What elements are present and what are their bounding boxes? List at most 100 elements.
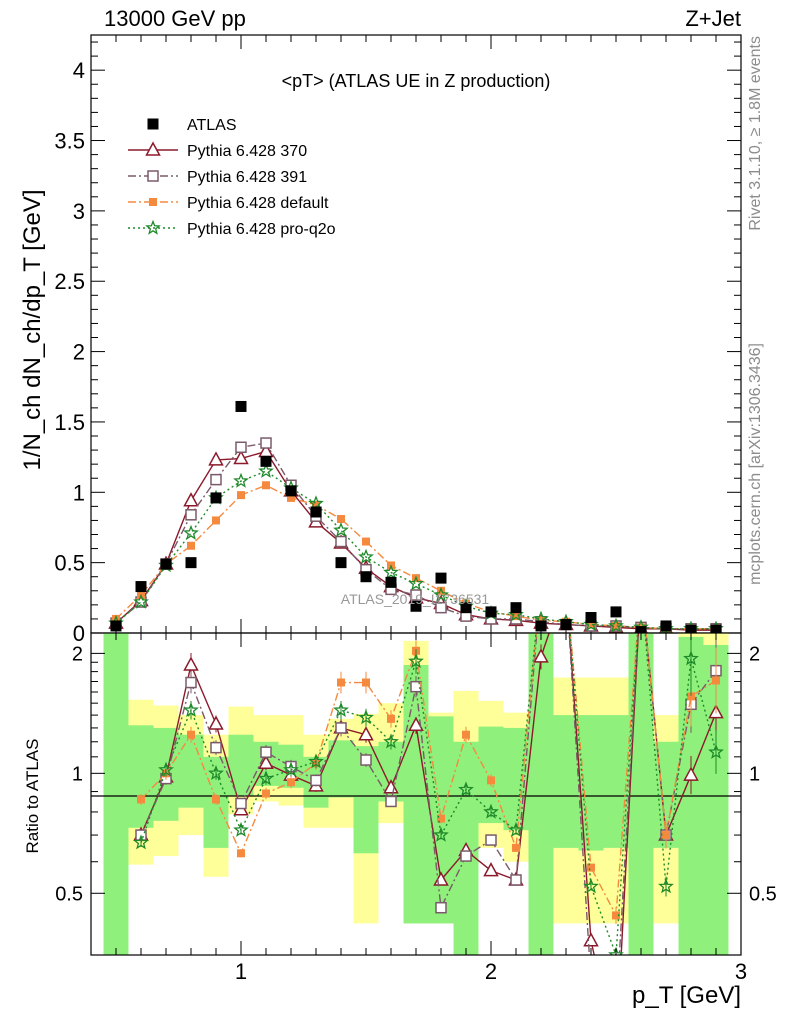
data-point (333, 521, 349, 537)
data-point (133, 593, 149, 609)
ratio-point (185, 676, 197, 689)
data-point (635, 626, 647, 633)
ratio-band-inner (128, 725, 154, 828)
ratio-point (611, 1008, 621, 1018)
ratio-y-tick-label-right: 2 (749, 643, 760, 665)
ratio-y-tick-label: 2 (72, 643, 83, 665)
data-point (208, 451, 224, 466)
ratio-point (608, 946, 624, 955)
data-point (685, 624, 697, 633)
data-point (310, 506, 322, 518)
ratio-point (587, 863, 595, 872)
data-point (485, 606, 497, 618)
data-point (383, 564, 399, 580)
main-y-tick-label: 2 (73, 340, 85, 365)
ratio-point (262, 789, 270, 798)
ratio-point (612, 911, 620, 920)
ratio-point (658, 878, 674, 894)
ratio-point (683, 766, 699, 781)
collision-energy-label: 13000 GeV pp (104, 6, 246, 31)
ratio-point (483, 862, 499, 877)
ratio-point (435, 901, 447, 914)
ratio-point (561, 578, 571, 588)
ratio-point (237, 849, 245, 858)
ratio-series-line (140, 633, 717, 955)
data-point (410, 600, 422, 612)
x-tick-label: 3 (735, 959, 747, 984)
data-point (235, 400, 247, 412)
data-point (287, 493, 295, 502)
ratio-point (485, 834, 497, 846)
main-series-group (108, 400, 724, 633)
data-point (610, 606, 622, 618)
data-point (260, 455, 272, 467)
main-y-tick-label: 4 (73, 58, 85, 83)
data-point (237, 491, 245, 500)
ratio-point (408, 653, 424, 669)
x-axis-title: p_T [GeV] (632, 982, 741, 1009)
plot-title: <pT> (ATLAS UE in Z production) (282, 71, 551, 91)
x-tick-label: 2 (485, 959, 497, 984)
data-point (585, 612, 597, 624)
main-y-tick-label: 3 (73, 199, 85, 224)
ratio-point (712, 676, 720, 685)
ratio-point (687, 692, 695, 701)
process-label: Z+Jet (685, 6, 741, 31)
ratio-point (408, 716, 424, 732)
ratio-point (708, 743, 724, 759)
ratio-point (487, 776, 495, 785)
ratio-point (433, 826, 449, 842)
ratio-point (483, 803, 499, 819)
legend: ATLAS Pythia 6.428 370 Pythia 6.428 391 Pyt… (128, 117, 336, 238)
ratio-point (283, 761, 299, 777)
ratio-point (308, 753, 324, 769)
ratio-point (535, 577, 547, 589)
main-y-axis-title: 1/N_ch dN_ch/dp_T [GeV] (19, 189, 46, 470)
legend-entry: Pythia 6.428 default (128, 195, 329, 212)
ratio-band-inner (403, 665, 429, 924)
ratio-point (360, 754, 372, 766)
ratio-point (258, 770, 274, 786)
ratio-point (212, 795, 220, 804)
data-point (233, 449, 249, 465)
ratio-band-inner (553, 715, 579, 848)
ratio-point (133, 834, 149, 850)
ratio-point (508, 821, 524, 837)
data-point (408, 575, 424, 591)
data-point (335, 535, 347, 548)
x-tick-label: 1 (235, 959, 247, 984)
ratio-y-tick-label: 0.5 (55, 883, 83, 905)
legend-marker (149, 198, 157, 206)
data-point (160, 558, 172, 570)
ratio-point (437, 814, 445, 823)
legend-marker (147, 170, 159, 182)
ratio-y-tick-label-right: 0.5 (749, 883, 777, 905)
data-point (358, 548, 374, 564)
ratio-point (337, 678, 345, 687)
ratio-point (187, 730, 195, 739)
data-point (608, 617, 624, 633)
ratio-point (583, 932, 599, 947)
ratio-point (235, 797, 247, 810)
legend-label: Pythia 6.428 pro-q2o (187, 221, 336, 238)
data-point (308, 495, 324, 511)
ratio-band-inner (178, 734, 204, 808)
data-point (262, 481, 270, 490)
analysis-watermark: ATLAS_2019_I1736531 (341, 591, 490, 607)
data-point (258, 462, 274, 478)
ratio-point (358, 709, 374, 725)
data-point (112, 614, 120, 623)
ratio-point (635, 577, 647, 589)
ratio-y-tick-label: 1 (72, 763, 83, 785)
ratio-point (260, 746, 272, 758)
ratio-band-inner (503, 727, 529, 831)
ratio-point (512, 843, 520, 852)
legend-label: Pythia 6.428 default (187, 195, 329, 212)
data-point (135, 581, 147, 593)
ratio-point (460, 850, 472, 862)
data-point (235, 441, 247, 454)
ratio-point (335, 722, 347, 734)
ratio-point (208, 765, 224, 781)
ratio-point (533, 648, 549, 663)
